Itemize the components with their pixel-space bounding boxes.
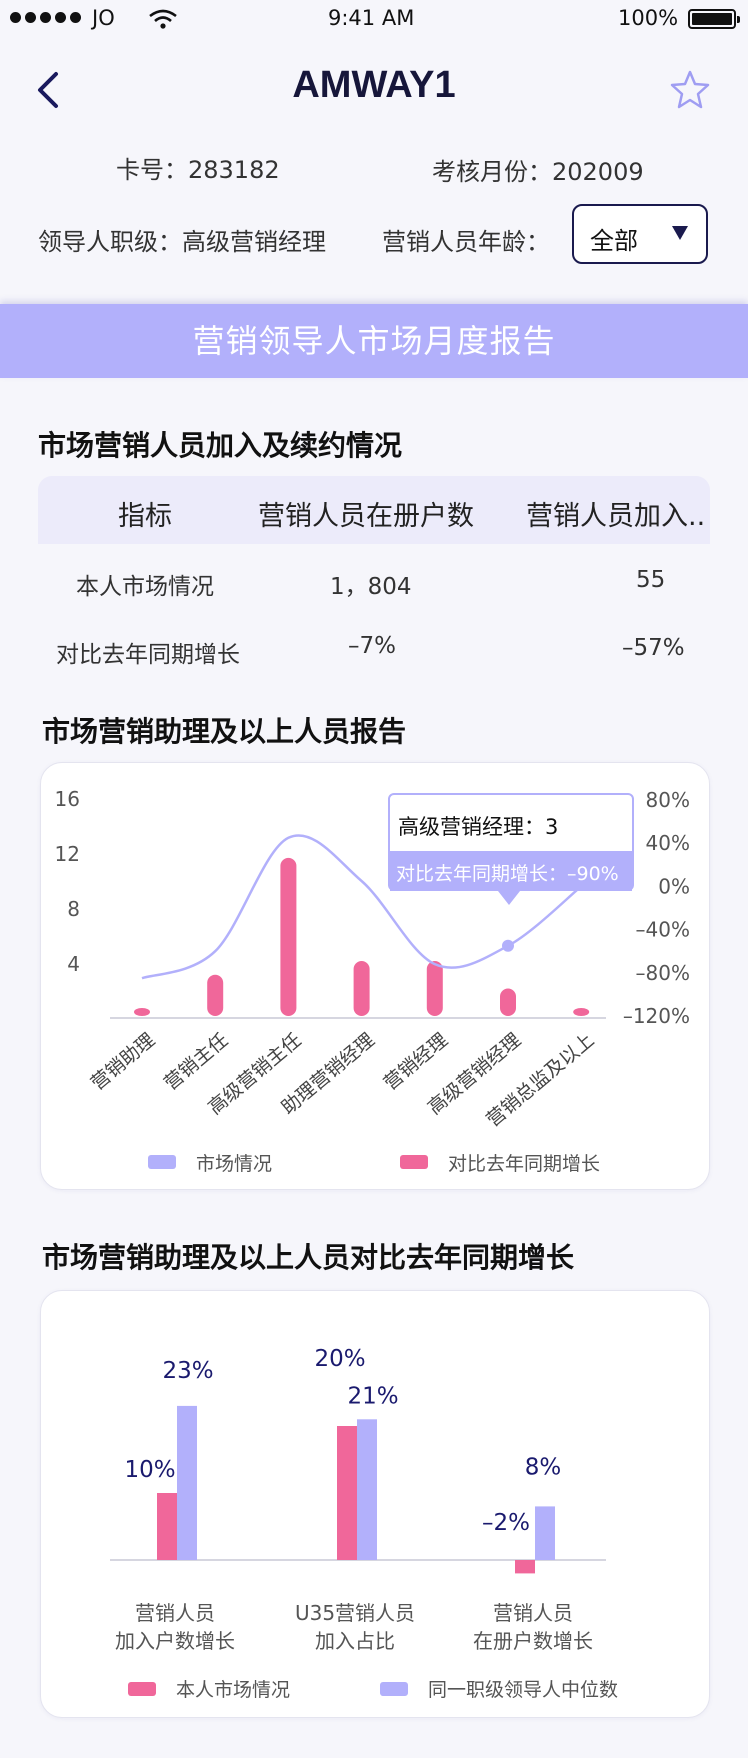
dropdown-caret-icon <box>672 226 688 240</box>
section-title-join: 市场营销人员加入及续约情况 <box>38 429 403 462</box>
leader-rank: 领导人职级：高级营销经理 <box>38 228 326 256</box>
chart-bar-self <box>337 1426 357 1560</box>
axis-tick-category: 加入户数增长 <box>115 1629 235 1653</box>
axis-tick-category: 加入占比 <box>315 1629 395 1653</box>
status-bar: JO 9:41 AM 100% <box>0 0 748 40</box>
table-cell: 对比去年同期增长 <box>56 642 240 668</box>
table-cell: 55 <box>636 567 666 593</box>
axis-tick-left: 8 <box>67 897 80 921</box>
legend-swatch-growth <box>400 1155 428 1169</box>
legend-swatch-market <box>148 1155 176 1169</box>
legend-label: 同一职级领导人中位数 <box>428 1679 618 1701</box>
tooltip-pointer <box>498 891 520 905</box>
battery-icon <box>688 9 740 29</box>
carrier-label: JO <box>92 6 115 30</box>
page-title: AMWAY1 <box>292 64 456 106</box>
chart-data-label: 8% <box>525 1454 562 1480</box>
chart-bar <box>134 1008 150 1016</box>
age-select-value: 全部 <box>590 227 638 255</box>
table-cell: –57% <box>622 635 685 661</box>
legend-label: 本人市场情况 <box>176 1679 290 1701</box>
table-cell: –7% <box>348 633 396 659</box>
chart-bar-median <box>177 1405 197 1560</box>
chart-bar-median <box>357 1419 377 1560</box>
axis-tick-category: 营销主任 <box>160 1029 232 1095</box>
chart-bar <box>573 1008 590 1016</box>
axis-tick-category: 营销助理 <box>87 1029 159 1095</box>
chart-bar-self <box>157 1493 177 1560</box>
axis-tick-category: 营销经理 <box>380 1029 452 1095</box>
chart-bar-self <box>515 1560 535 1574</box>
chart-data-label: 23% <box>162 1358 213 1384</box>
axis-tick-category: 营销人员 <box>135 1601 215 1625</box>
axis-tick-category: U35营销人员 <box>295 1601 415 1625</box>
chart-bar <box>280 857 297 1016</box>
chart-bar <box>500 988 516 1016</box>
axis-tick-left: 4 <box>67 952 80 976</box>
axis-tick-left: 16 <box>55 787 80 811</box>
chart-data-label: 20% <box>314 1346 365 1372</box>
signal-icon <box>10 12 81 23</box>
table-header-cell: 指标 <box>118 501 172 532</box>
table-cell: 本人市场情况 <box>76 574 214 600</box>
section-title-compare: 市场营销助理及以上人员对比去年同期增长 <box>42 1241 575 1274</box>
chart-data-label: –2% <box>482 1510 530 1536</box>
axis-tick-right: 0% <box>658 874 690 898</box>
chart-bar <box>426 961 443 1016</box>
tooltip-subbar: 对比去年同期增长：–90% <box>390 851 632 891</box>
chart-line-point <box>502 939 514 952</box>
wifi-icon <box>149 9 177 29</box>
age-label: 营销人员年龄： <box>382 228 550 256</box>
chart-bar <box>353 961 370 1016</box>
battery-percent: 100% <box>618 6 679 30</box>
legend-swatch-self <box>128 1682 156 1696</box>
age-select[interactable]: 全部 <box>572 204 708 264</box>
favorite-star-icon[interactable] <box>668 68 712 112</box>
axis-tick-category: 营销人员 <box>493 1601 573 1625</box>
table-header-cell: 营销人员在册户数 <box>258 501 474 532</box>
section-title-report: 市场营销助理及以上人员报告 <box>42 715 407 748</box>
clock: 9:41 AM <box>328 6 415 30</box>
axis-tick-right: 40% <box>646 831 690 855</box>
legend-label: 对比去年同期增长 <box>448 1153 600 1175</box>
axis-tick-right: –120% <box>623 1004 690 1028</box>
legend-label: 市场情况 <box>196 1153 272 1175</box>
table-cell: 1，804 <box>330 574 412 600</box>
chart-data-label: 10% <box>124 1457 175 1483</box>
assessment-month: 考核月份：202009 <box>432 158 644 186</box>
axis-tick-right: –80% <box>636 961 690 985</box>
chart-tooltip: 高级营销经理：3 对比去年同期增长：–90% <box>388 793 634 891</box>
axis-tick-right: –40% <box>636 918 690 942</box>
axis-tick-left: 12 <box>55 842 80 866</box>
table-header: 指标 营销人员在册户数 营销人员加入.. <box>38 476 710 544</box>
tooltip-title: 高级营销经理：3 <box>398 815 559 839</box>
axis-tick-right: 80% <box>646 788 690 812</box>
chart-bar-median <box>535 1506 555 1560</box>
chart-bar <box>207 974 224 1016</box>
axis-tick-category: 在册户数增长 <box>473 1629 593 1653</box>
back-arrow-icon[interactable] <box>30 66 70 114</box>
tooltip-subtitle: 对比去年同期增长：–90% <box>396 863 619 885</box>
banner-title: 营销领导人市场月度报告 <box>192 322 556 360</box>
chart-data-label: 21% <box>347 1383 398 1409</box>
legend-swatch-median <box>380 1682 408 1696</box>
report-banner: 营销领导人市场月度报告 <box>0 304 748 378</box>
table-header-cell: 营销人员加入.. <box>526 501 706 532</box>
card-number: 卡号：283182 <box>116 156 280 184</box>
